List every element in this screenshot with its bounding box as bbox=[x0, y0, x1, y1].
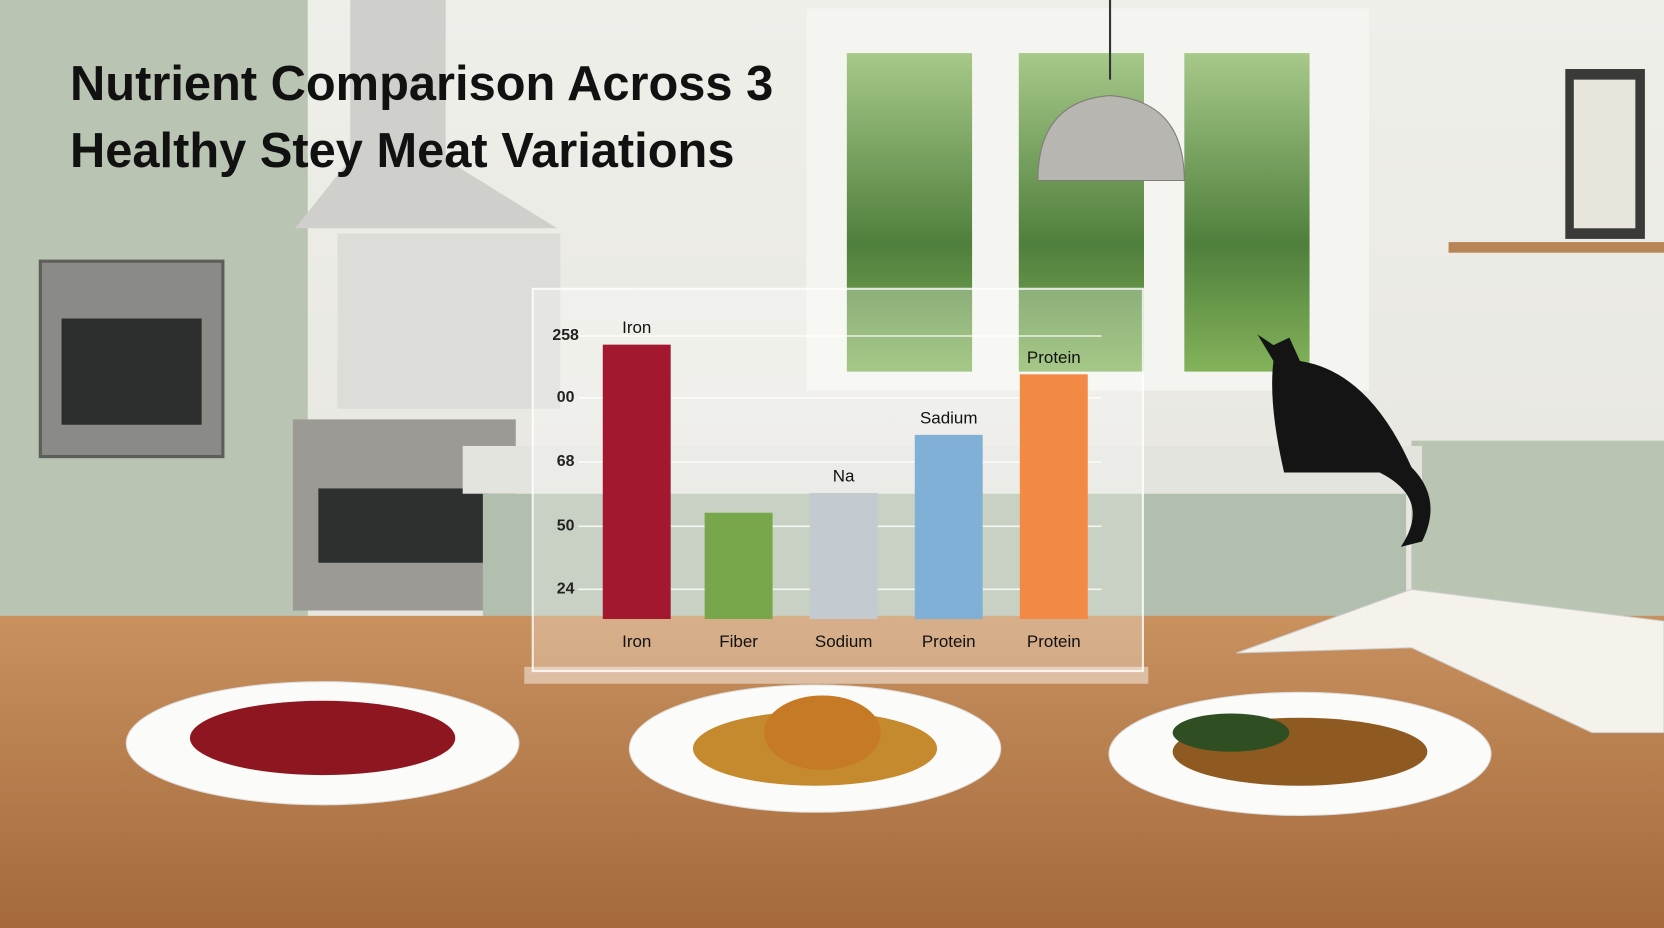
bar-label: Na bbox=[833, 467, 855, 486]
x-tick-label: Sodium bbox=[815, 632, 873, 651]
bar bbox=[809, 492, 878, 620]
bar bbox=[914, 434, 983, 620]
beans bbox=[189, 700, 456, 776]
picture bbox=[1573, 79, 1636, 229]
panel-stand bbox=[524, 666, 1149, 684]
window-pane bbox=[1184, 53, 1310, 372]
book bbox=[1236, 588, 1664, 734]
cat bbox=[1257, 334, 1431, 547]
backsplash bbox=[337, 233, 561, 409]
x-tick-label: Protein bbox=[1027, 632, 1081, 651]
bar bbox=[704, 512, 773, 620]
greens bbox=[1172, 713, 1290, 752]
hood bbox=[295, 0, 558, 229]
y-tick-label: 68 bbox=[557, 453, 575, 470]
bar bbox=[1019, 374, 1088, 620]
x-tick-label: Fiber bbox=[719, 632, 758, 651]
oven-window bbox=[61, 318, 202, 425]
bar-label: Iron bbox=[622, 318, 651, 337]
y-tick-label: 258 bbox=[552, 327, 579, 344]
bar bbox=[602, 344, 671, 620]
range-window bbox=[318, 488, 489, 563]
y-tick-label: 24 bbox=[557, 581, 575, 598]
y-tick-label: 50 bbox=[557, 518, 575, 535]
bar-label: Sadium bbox=[920, 408, 978, 427]
shelf bbox=[1448, 242, 1664, 253]
chart-title: Healthy Stey Meat Variations bbox=[70, 124, 734, 178]
window-pane bbox=[846, 53, 973, 372]
drumstick bbox=[764, 695, 881, 770]
x-tick-label: Protein bbox=[922, 632, 976, 651]
pendant-lamp bbox=[1037, 95, 1185, 182]
bar-label: Protein bbox=[1027, 348, 1081, 367]
x-tick-label: Iron bbox=[622, 632, 651, 651]
chart-title: Nutrient Comparison Across 3 bbox=[70, 57, 773, 111]
y-tick-label: 00 bbox=[557, 389, 575, 406]
